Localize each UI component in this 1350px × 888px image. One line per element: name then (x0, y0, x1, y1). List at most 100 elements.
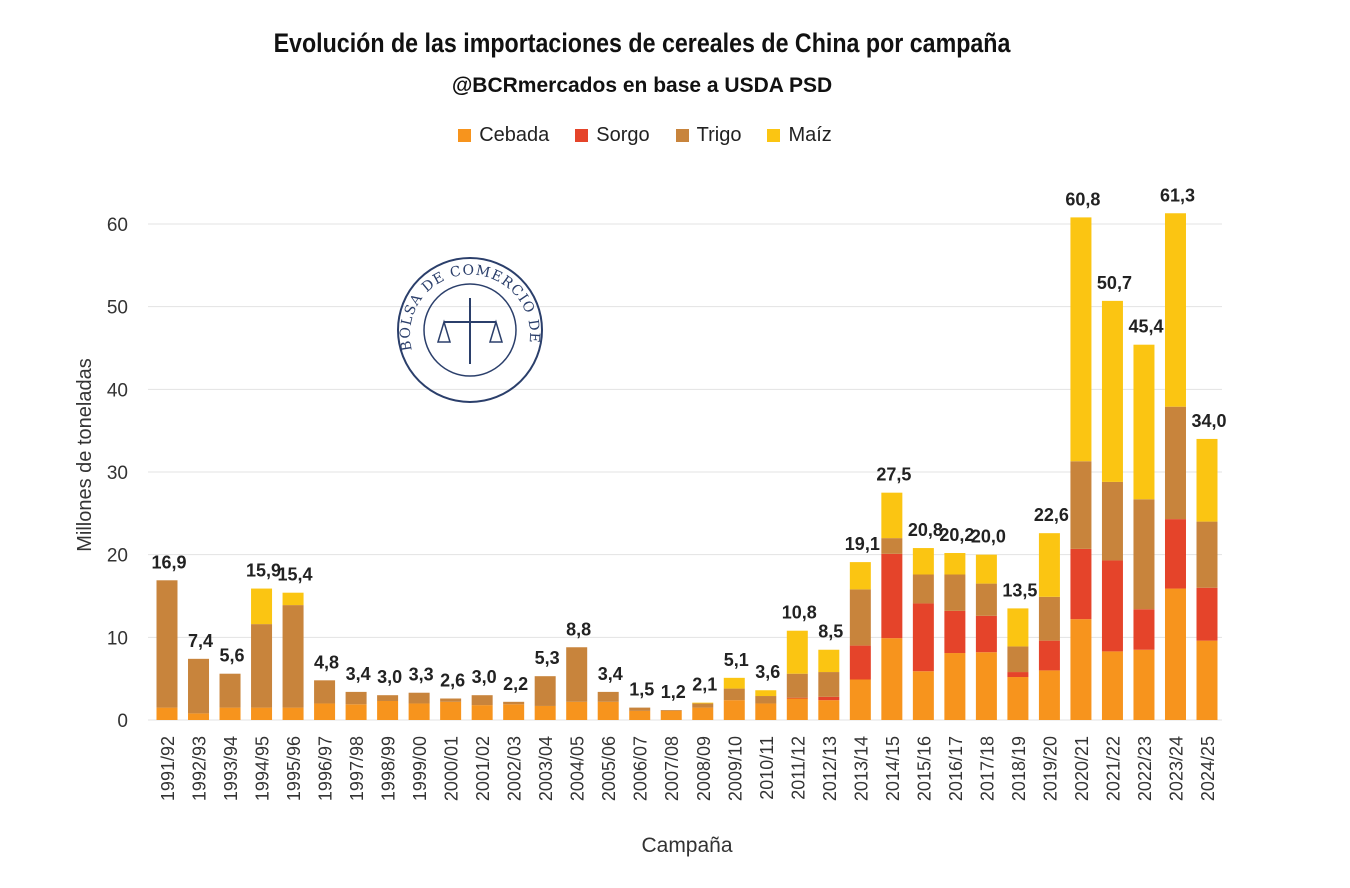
x-tick-label: 2018/19 (1009, 736, 1029, 801)
bar-segment-cebada (440, 701, 462, 720)
bar-segment-trigo (944, 574, 966, 611)
bar-segment-cebada (566, 701, 588, 720)
bar-segment-trigo (597, 691, 619, 702)
watermark-text: BOLSA DE COMERCIO DE ROSARIO (0, 0, 542, 352)
data-label: 5,6 (220, 646, 245, 666)
bar-segment-trigo (503, 701, 525, 705)
x-tick-label: 2002/03 (505, 736, 525, 801)
bar-segment-cebada (1164, 588, 1186, 720)
bar-segment-cebada (219, 707, 241, 720)
legend-swatch (458, 129, 472, 142)
bar-segment-sorgo (1038, 640, 1060, 671)
bar-segment-trigo (660, 710, 682, 711)
bar-segment-trigo (282, 605, 304, 708)
bar-segment-cebada (503, 704, 525, 720)
bar-segment-maíz (1196, 438, 1218, 522)
bar-segment-cebada (534, 705, 556, 720)
bar-segment-maíz (912, 548, 934, 575)
x-tick-label: 2001/02 (473, 736, 493, 801)
x-tick-label: 1994/95 (253, 736, 273, 801)
data-label: 3,0 (377, 667, 402, 687)
data-label: 22,6 (1034, 505, 1069, 525)
bar-segment-trigo (534, 676, 556, 706)
x-tick-label: 2004/05 (568, 736, 588, 801)
bar-segment-cebada (849, 679, 871, 720)
x-tick-label: 2017/18 (977, 736, 997, 801)
data-label: 20,0 (971, 527, 1006, 547)
legend-item-trigo: Trigo (675, 124, 742, 147)
bar-segment-sorgo (881, 553, 903, 639)
bar-segment-trigo (1007, 646, 1029, 673)
bar-segment-maíz (1133, 344, 1155, 500)
bar-segment-maíz (944, 553, 966, 575)
bar-segment-trigo (755, 696, 777, 704)
bar-segment-trigo (849, 589, 871, 646)
legend-label: Sorgo (596, 124, 650, 146)
bar-segment-maíz (1007, 608, 1029, 647)
bar-segment-trigo (723, 688, 745, 701)
data-label: 19,1 (845, 534, 880, 554)
x-tick-label: 2024/25 (1198, 736, 1218, 801)
data-label: 45,4 (1128, 317, 1163, 337)
bar-segment-maíz (881, 492, 903, 539)
data-label: 2,2 (503, 674, 528, 694)
bar-segment-trigo (1101, 481, 1123, 561)
data-label: 34,0 (1191, 411, 1226, 431)
bar-segment-cebada (471, 705, 493, 720)
data-label: 3,4 (598, 664, 623, 684)
y-tick-label: 60 (107, 215, 128, 236)
bar-segment-cebada (1038, 670, 1060, 720)
bar-segment-trigo (440, 698, 462, 702)
bar-segment-cebada (1007, 677, 1029, 720)
legend-swatch (767, 129, 781, 142)
bar-segment-cebada (1101, 651, 1123, 720)
bar-segment-sorgo (818, 696, 840, 701)
bar-segment-cebada (1196, 640, 1218, 720)
bar-segment-cebada (755, 703, 777, 720)
x-tick-label: 2020/21 (1072, 736, 1092, 801)
y-tick-label: 50 (107, 298, 128, 319)
legend-label: Cebada (479, 124, 550, 146)
x-tick-label: 2008/09 (694, 736, 714, 801)
bar-segment-trigo (408, 692, 430, 704)
x-tick-label: 2015/16 (914, 736, 934, 801)
bar-segment-sorgo (849, 645, 871, 680)
bar-segment-trigo (188, 658, 210, 714)
chart-title: Evolución de las importaciones de cereal… (273, 28, 1011, 58)
legend-item-cebada: Cebada (458, 124, 549, 147)
x-tick-label: 2003/04 (536, 736, 556, 801)
bar-segment-cebada (692, 707, 714, 720)
x-tick-label: 2022/23 (1135, 736, 1155, 801)
data-label: 3,3 (409, 665, 434, 685)
bar-segment-cebada (314, 703, 336, 720)
data-label: 5,1 (724, 650, 749, 670)
legend-swatch (675, 129, 689, 142)
bar-segment-trigo (1164, 406, 1186, 520)
legend-label: Trigo (696, 124, 742, 146)
bar-segment-trigo (345, 691, 367, 705)
y-tick-label: 30 (107, 463, 128, 484)
bar-segment-maíz (1070, 217, 1092, 462)
x-tick-label: 2012/13 (820, 736, 840, 801)
data-label: 3,0 (472, 667, 497, 687)
bar-segment-sorgo (1101, 560, 1123, 652)
legend-swatch (575, 129, 589, 142)
bar-segment-maíz (818, 649, 840, 673)
data-label: 10,8 (782, 603, 817, 623)
data-label: 13,5 (1002, 580, 1037, 600)
data-label: 2,6 (440, 671, 465, 691)
bar-segment-trigo (881, 538, 903, 554)
data-label: 16,9 (151, 552, 186, 572)
x-tick-label: 2010/11 (757, 736, 777, 800)
bar-segment-cebada (156, 707, 178, 720)
watermark-logo-outer (397, 257, 543, 403)
bar-segment-trigo (975, 583, 997, 616)
y-tick-label: 0 (117, 711, 128, 732)
bar-segment-trigo (471, 695, 493, 706)
x-tick-label: 2011/12 (788, 736, 808, 800)
chart-subtitle: @BCRmercados en base a USDA PSD (451, 74, 833, 97)
bar-segment-maíz (786, 630, 808, 674)
bar-segment-cebada (1133, 649, 1155, 720)
bar-segment-sorgo (944, 610, 966, 654)
legend-item-maíz: Maíz (767, 124, 832, 147)
